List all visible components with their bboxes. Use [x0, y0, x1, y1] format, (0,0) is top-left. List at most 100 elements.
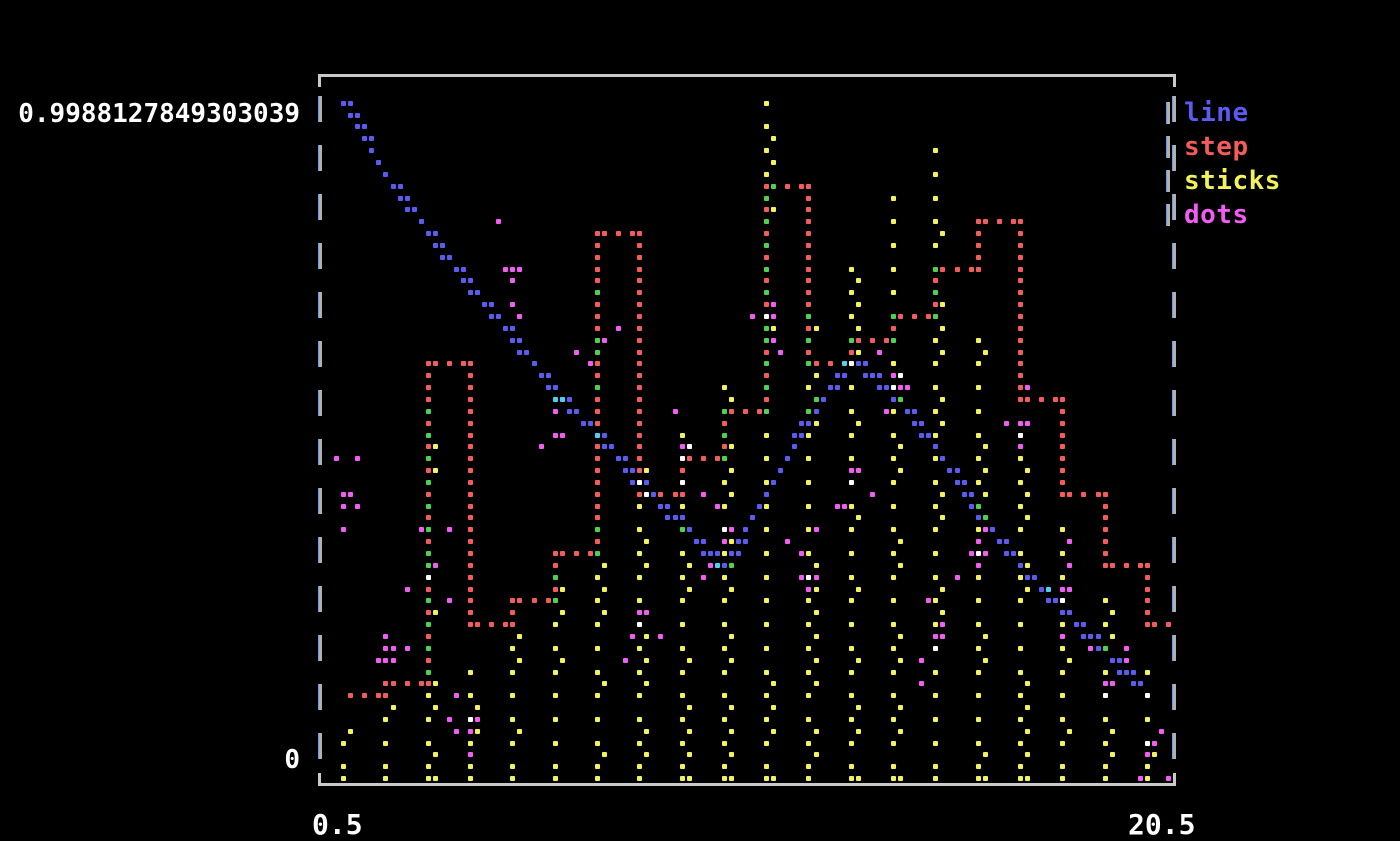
frame-corner-top-left: [318, 74, 321, 87]
plot-dot: [468, 515, 474, 521]
plot-dot: [383, 657, 389, 663]
plot-dot: [848, 479, 854, 485]
plot-dot: [432, 610, 438, 616]
plot-dot: [813, 420, 819, 426]
plot-dot: [933, 622, 939, 628]
plot-dot: [594, 337, 600, 343]
plot-dot: [1060, 669, 1066, 675]
plot-dot: [1067, 562, 1073, 568]
plot-dot: [855, 349, 861, 355]
plot-dot: [1017, 764, 1023, 770]
plot-dot: [404, 681, 410, 687]
plot-dot: [468, 716, 474, 722]
plot-dot: [764, 385, 770, 391]
plot-dot: [418, 527, 424, 533]
plot-dot: [637, 396, 643, 402]
plot-dot: [686, 527, 692, 533]
plot-dot: [637, 444, 643, 450]
plot-dot: [933, 361, 939, 367]
plot-dot: [764, 100, 770, 106]
plot-dot: [1081, 491, 1087, 497]
plot-dot: [771, 479, 777, 485]
legend-item-dots[interactable]: dots: [1166, 198, 1281, 232]
plot-dot: [658, 633, 664, 639]
plot-top-rule: [318, 74, 1176, 77]
plot-dot: [637, 503, 643, 509]
plot-dot: [552, 622, 558, 628]
plot-dot: [1025, 420, 1030, 426]
plot-dot: [933, 740, 939, 746]
plot-dot: [933, 776, 939, 782]
plot-dot: [679, 764, 685, 770]
border-dash: [318, 586, 322, 612]
plot-dot: [686, 456, 692, 462]
plot-dot: [1102, 503, 1108, 509]
plot-dot: [411, 207, 417, 213]
plot-dot: [898, 705, 904, 711]
plot-dot: [552, 740, 558, 746]
plot-dot: [679, 503, 685, 509]
plot-dot: [432, 231, 438, 237]
plot-dot: [806, 740, 812, 746]
plot-dot: [594, 574, 600, 580]
plot-dot: [764, 693, 770, 699]
plot-dot: [432, 361, 438, 367]
plot-dot: [771, 681, 777, 687]
plot-dot: [700, 551, 706, 556]
plot-dot: [425, 740, 431, 746]
plot-dot: [764, 349, 770, 355]
plot-dot: [898, 539, 904, 545]
plot-dot: [728, 586, 734, 592]
plot-dot: [700, 456, 706, 462]
plot-dot: [806, 254, 812, 260]
plot-dot: [341, 503, 347, 509]
plot-dot: [594, 503, 600, 509]
plot-dot: [1060, 551, 1066, 556]
plot-dot: [799, 551, 805, 556]
plot-dot: [834, 503, 840, 509]
plot-dot: [594, 539, 600, 545]
plot-dot: [446, 254, 452, 260]
plot-dot: [764, 183, 770, 189]
plot-dot: [510, 776, 516, 782]
legend-label: sticks: [1184, 166, 1281, 196]
plot-dot: [855, 302, 861, 308]
plot-dot: [764, 432, 770, 438]
plot-dot: [453, 728, 459, 734]
legend-item-line[interactable]: line: [1166, 96, 1281, 130]
plot-dot: [637, 551, 643, 556]
plot-dot: [728, 408, 734, 414]
border-dash: [318, 145, 322, 171]
plot-dot: [841, 373, 847, 379]
plot-dot: [468, 491, 474, 497]
border-dash: [318, 243, 322, 269]
plot-dot: [383, 633, 389, 639]
border-dash: [318, 439, 322, 465]
plot-dot: [425, 598, 431, 604]
plot-dot: [855, 420, 861, 426]
plot-dot: [813, 562, 819, 568]
legend-item-sticks[interactable]: sticks: [1166, 164, 1281, 198]
plot-dot: [884, 385, 889, 391]
legend-item-step[interactable]: step: [1166, 130, 1281, 164]
plot-dot: [404, 207, 410, 213]
plot-dot: [679, 444, 685, 450]
plot-dot: [764, 776, 770, 782]
plot-dot: [594, 254, 600, 260]
plot-dot: [806, 764, 812, 770]
plot-dot: [1081, 633, 1087, 639]
plot-dot: [982, 349, 988, 355]
plot-dot: [933, 633, 939, 639]
plot-dot: [594, 385, 600, 391]
plot-dot: [898, 776, 904, 782]
plot-dot: [721, 598, 727, 604]
plot-dot: [679, 432, 685, 438]
plot-dot: [1109, 610, 1115, 616]
plot-dot: [975, 515, 981, 521]
plot-dot: [728, 539, 734, 545]
plot-dot: [637, 266, 643, 272]
plot-dot: [594, 396, 600, 402]
plot-dot: [1060, 645, 1066, 651]
plot-dot: [1109, 728, 1115, 734]
plot-dot: [792, 432, 798, 438]
